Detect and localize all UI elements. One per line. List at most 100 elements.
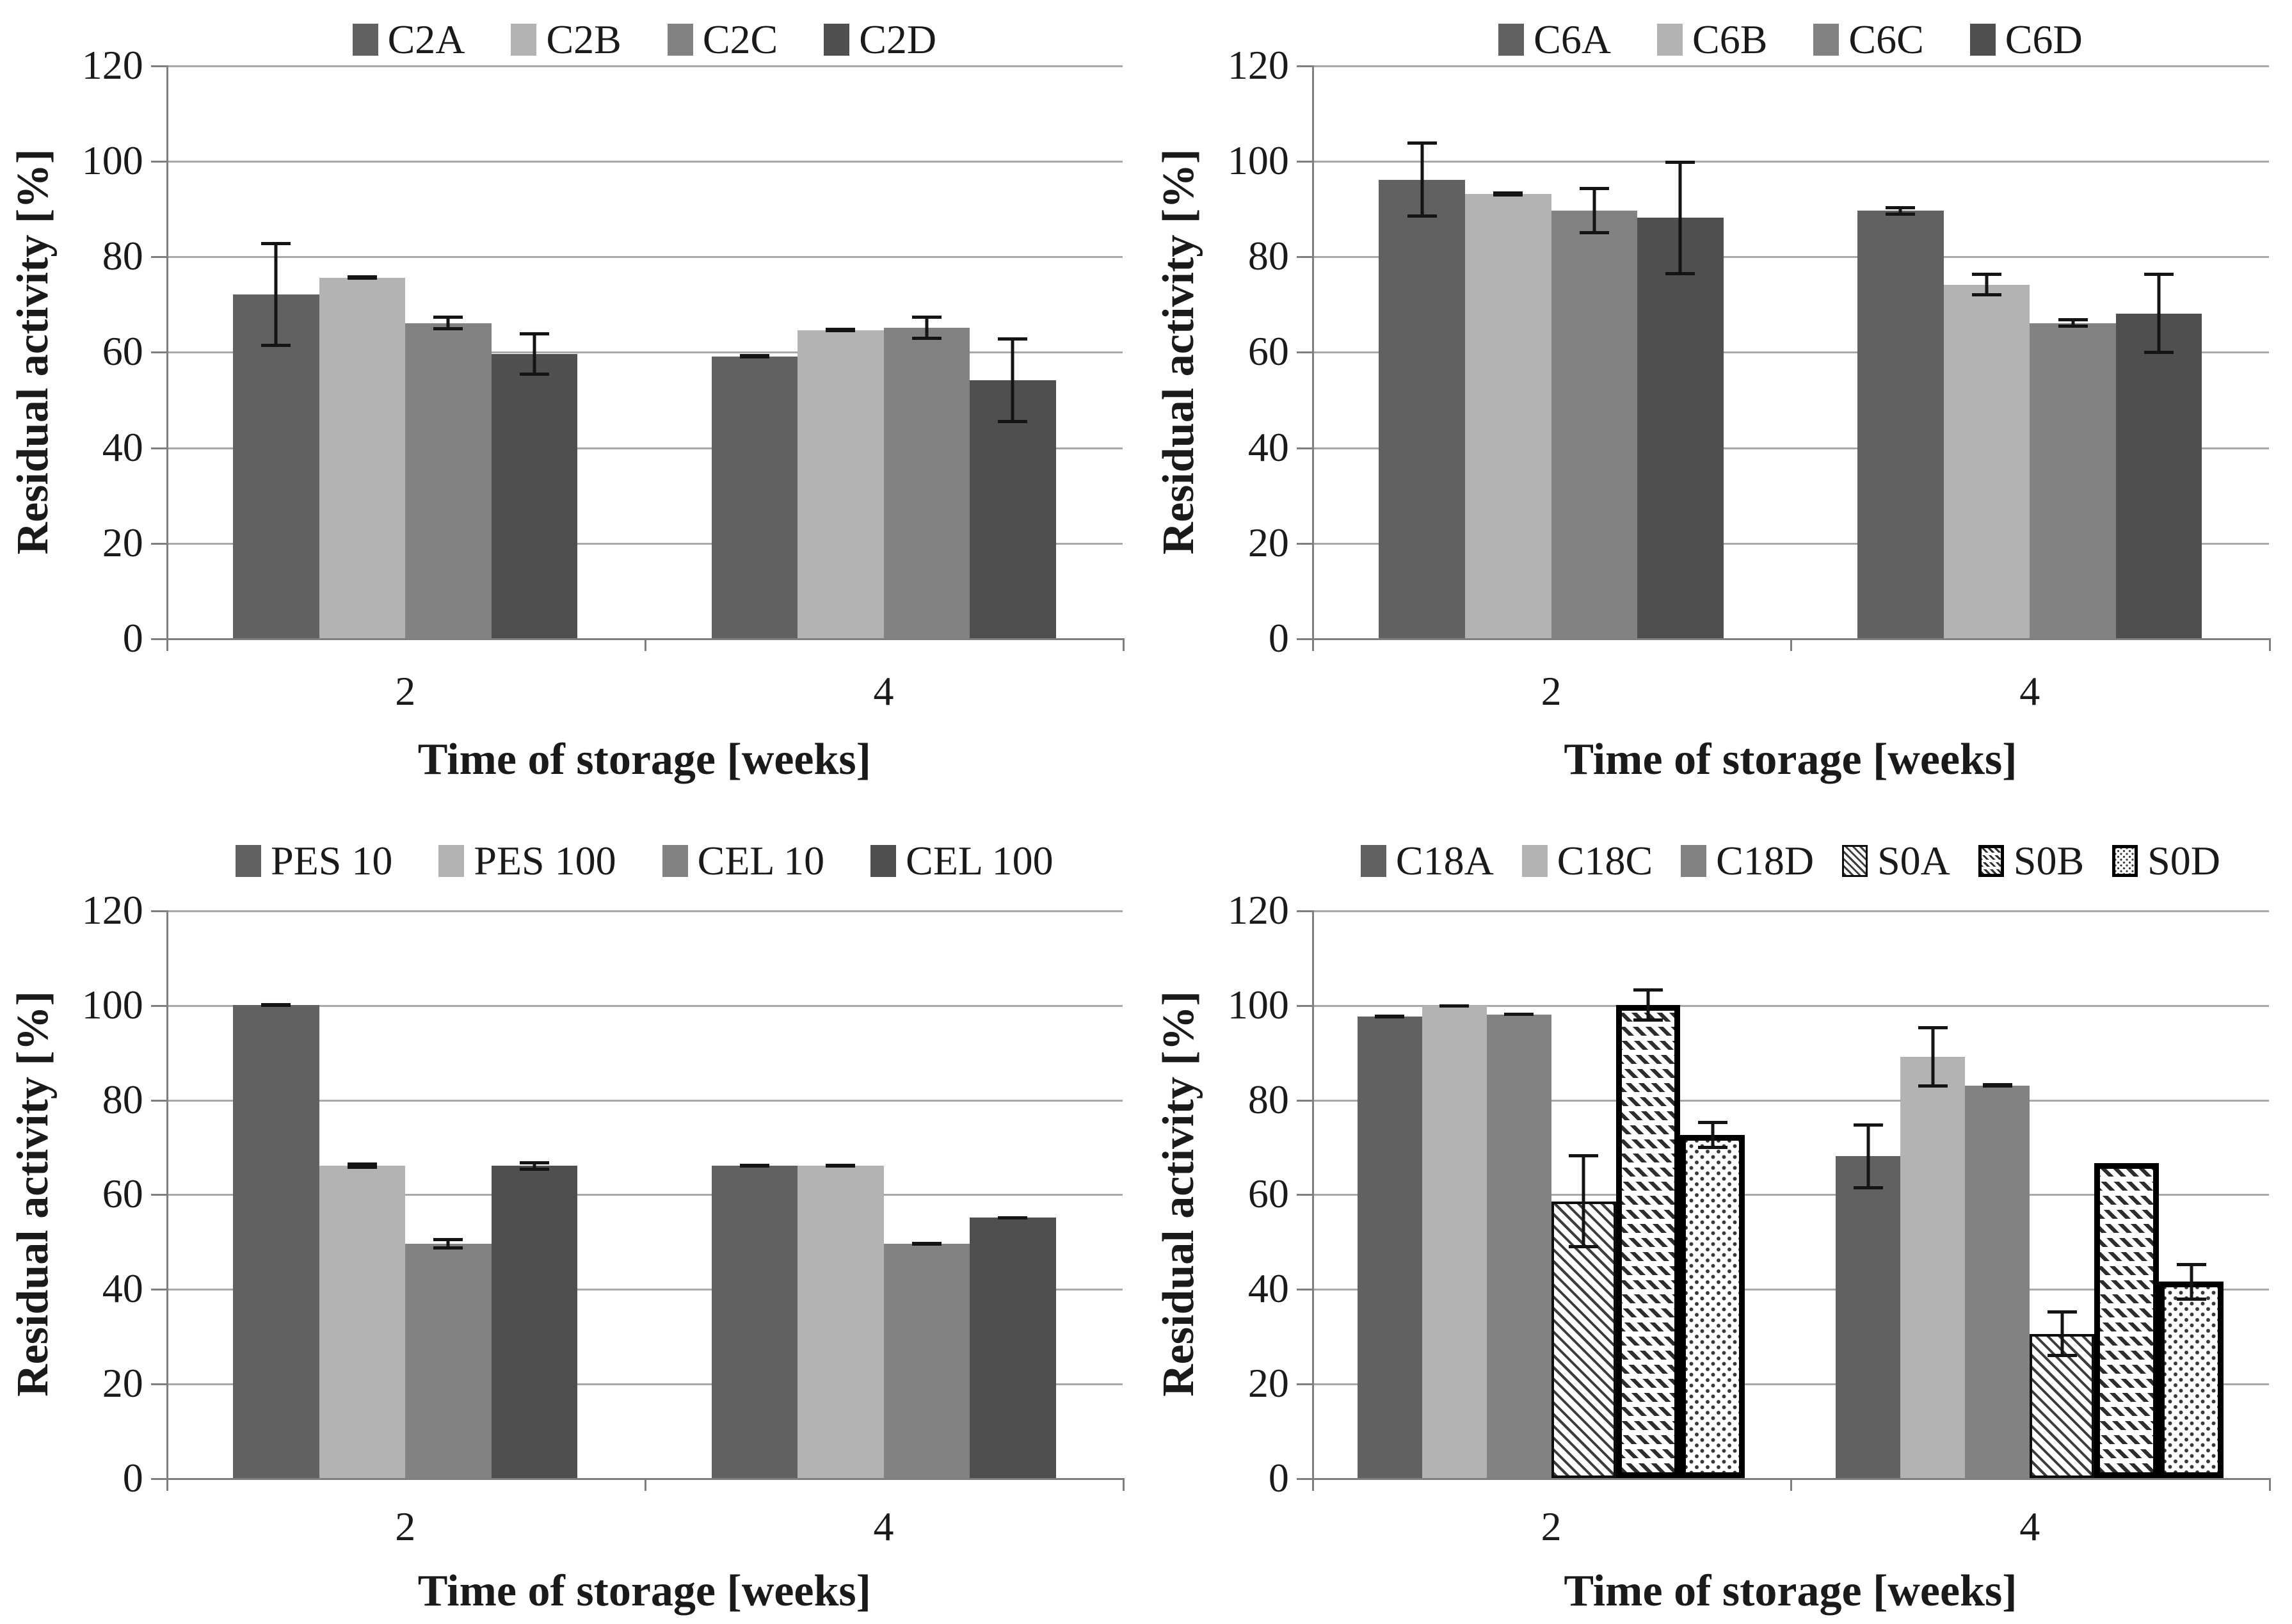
error-bar-PES 10-week-2 (261, 1002, 291, 1007)
bar-C18A-week-4 (1836, 1156, 1901, 1478)
y-tick-20 (151, 1383, 166, 1386)
error-bar-S0A-week-4 (2047, 1310, 2077, 1358)
y-axis-line (1311, 910, 1314, 1491)
x-axis-line (166, 1477, 1123, 1480)
gridline-100 (1311, 160, 2270, 163)
error-bar-line (1866, 1123, 1870, 1190)
y-tick-label: 20 (1247, 1360, 1289, 1406)
error-bar-C6C-week-4 (2058, 318, 2088, 328)
error-bar-cap-bottom (2047, 1354, 2077, 1358)
y-tick-label: 100 (1227, 137, 1289, 183)
y-tick-label: 100 (81, 137, 143, 183)
y-tick-60 (151, 1194, 166, 1196)
error-bar-C6B-week-2 (1493, 191, 1523, 197)
legend-item-C6B: C6B (1657, 19, 1767, 60)
bar-C6D-week-4 (2115, 313, 2202, 638)
bar-C18A-week-2 (1357, 1017, 1422, 1478)
y-tick-label: 40 (1247, 424, 1289, 470)
error-bar-line (1931, 1026, 1935, 1088)
error-bar-PES 100-week-4 (826, 1164, 856, 1168)
error-bar-C18C-week-2 (1439, 1004, 1470, 1008)
x-tick-1 (1790, 638, 1793, 652)
error-bar-cap-top (1407, 141, 1437, 145)
error-bar-cap-bottom (911, 1242, 942, 1246)
bar-CEL 100-week-2 (491, 1166, 578, 1478)
y-tick-120 (1297, 910, 1312, 913)
x-axis-title: Time of storage [weeks] (417, 735, 871, 785)
gridline-40 (1311, 1289, 2270, 1291)
error-bar-cap-top (1972, 273, 2001, 277)
y-tick-20 (151, 542, 166, 545)
gridline-40 (166, 447, 1123, 449)
error-bar-C2C-week-2 (433, 316, 463, 330)
legend-label: CEL 10 (697, 838, 825, 884)
y-tick-label: 0 (122, 615, 143, 661)
y-tick-120 (151, 65, 166, 67)
y-tick-20 (1297, 542, 1312, 545)
error-bar-C2D-week-2 (519, 332, 549, 376)
legend-swatch-C2D (824, 24, 850, 56)
error-bar-CEL 100-week-4 (998, 1216, 1028, 1220)
x-tick-1 (644, 638, 646, 652)
bar-C2B-week-2 (319, 277, 406, 638)
gridline-120 (1311, 910, 2270, 913)
error-bar-line (1985, 273, 1989, 297)
legend-swatch-PES 100 (438, 845, 465, 878)
bar-C2A-week-4 (711, 356, 798, 638)
y-tick-20 (1297, 1383, 1312, 1386)
error-bar-C2C-week-4 (911, 316, 942, 340)
y-tick-80 (1297, 1099, 1312, 1102)
error-bar-cap-bottom (1697, 1146, 1727, 1150)
legend-swatch-C6A (1498, 24, 1525, 56)
error-bar-cap-bottom (826, 1164, 856, 1168)
category-label-2: 2 (1541, 668, 1562, 714)
error-bar-cap-bottom (2176, 1297, 2206, 1301)
legend-label: S0B (2013, 838, 2085, 884)
x-tick-0 (166, 638, 168, 652)
legend-swatch-PES 10 (236, 845, 262, 878)
y-tick-label: 20 (1247, 519, 1289, 565)
error-bar-C2B-week-4 (826, 327, 856, 333)
legend: C18A C18C C18D S0A S0B S0D (1312, 840, 2269, 881)
legend-item-S0B: S0B (1978, 840, 2084, 881)
error-bar-CEL 100-week-2 (519, 1161, 549, 1171)
bar-CEL 10-week-4 (883, 1244, 970, 1478)
error-bar-line (1678, 160, 1682, 275)
legend-item-C6C: C6C (1813, 19, 1924, 60)
error-bar-cap-bottom (998, 1216, 1028, 1219)
error-bar-cap-top (261, 241, 291, 245)
error-bar-C18D-week-4 (1982, 1082, 2012, 1088)
category-label-2: 2 (1541, 1503, 1562, 1549)
y-tick-40 (151, 447, 166, 449)
error-bar-cap-top (998, 337, 1028, 341)
error-bar-cap-bottom (1665, 271, 1695, 275)
legend-label: C6A (1534, 17, 1612, 63)
bar-C2D-week-2 (491, 354, 578, 638)
y-tick-label: 0 (1268, 1454, 1289, 1500)
error-bar-cap-bottom (1886, 212, 1916, 216)
legend-label: S0D (2147, 838, 2220, 884)
error-bar-line (446, 1238, 450, 1250)
y-tick-0 (1297, 1477, 1312, 1480)
bar-PES 100-week-2 (319, 1166, 406, 1478)
y-tick-0 (151, 638, 166, 640)
error-bar-S0D-week-2 (1697, 1120, 1727, 1150)
y-tick-label: 100 (81, 981, 143, 1027)
legend-swatch-C6B (1657, 24, 1683, 56)
bar-C6C-week-4 (2030, 323, 2116, 638)
legend-label: PES 100 (474, 838, 616, 884)
y-tick-40 (1297, 1289, 1312, 1291)
legend-label: C2B (546, 17, 621, 63)
legend-item-C2B: C2B (511, 19, 621, 60)
error-bar-cap-top (1697, 1120, 1727, 1124)
error-bar-cap-top (2047, 1310, 2077, 1314)
x-tick-1 (1790, 1477, 1793, 1491)
y-tick-label: 60 (102, 328, 143, 374)
x-tick-2 (1123, 638, 1125, 652)
error-bar-cap-top (1853, 1123, 1883, 1127)
bar-C6A-week-2 (1379, 179, 1465, 638)
error-bar-cap-bottom (1918, 1084, 1948, 1088)
y-tick-label: 60 (1247, 328, 1289, 374)
error-bar-cap-bottom (261, 1003, 291, 1007)
error-bar-C2A-week-4 (739, 354, 769, 359)
